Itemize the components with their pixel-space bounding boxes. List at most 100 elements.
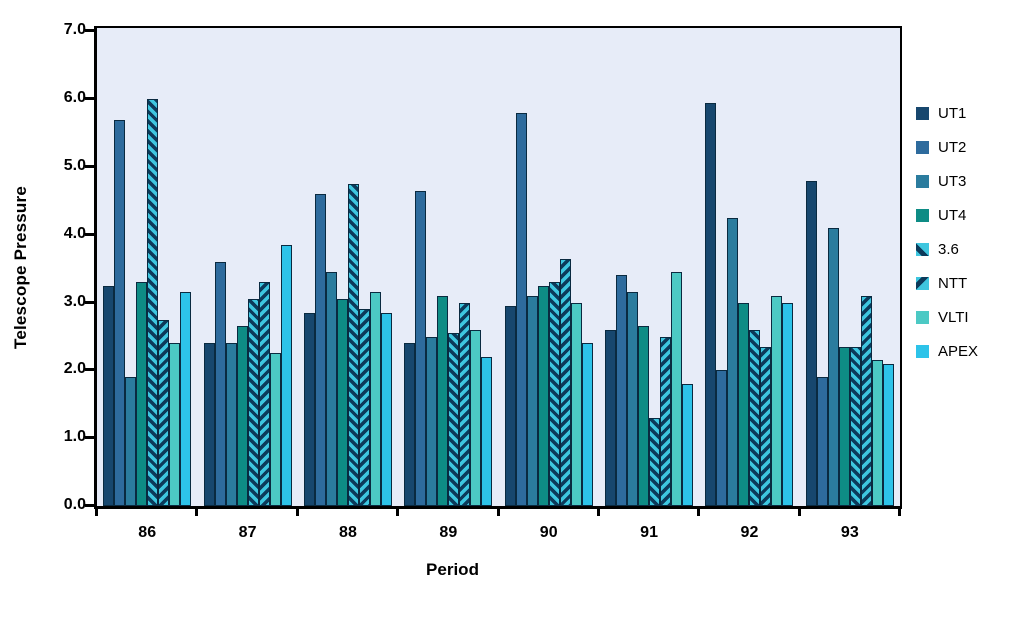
x-tick-label-90: 90	[539, 524, 558, 541]
bar-group-86	[97, 28, 197, 506]
bar-group-89	[398, 28, 498, 506]
x-tick-mark	[496, 507, 500, 516]
x-tick-mark	[195, 507, 199, 516]
bar-NTT-87	[258, 282, 270, 506]
bar-3.6-86	[147, 99, 159, 506]
legend-item-UT3: UT3	[916, 164, 978, 198]
bar-UT2-93	[816, 377, 828, 506]
bar-UT1-91	[605, 329, 617, 506]
bar-NTT-86	[158, 319, 170, 506]
plot-area	[85, 26, 902, 509]
bar-UT3-87	[225, 343, 237, 506]
x-tick-label-89: 89	[439, 524, 458, 541]
legend-label: UT2	[938, 138, 967, 156]
legend-item-UT2: UT2	[916, 130, 978, 164]
y-tick-mark	[85, 436, 94, 440]
bar-group-93	[800, 28, 900, 506]
bar-3.6-87	[247, 299, 259, 506]
bar-NTT-92	[760, 346, 772, 506]
bar-VLTI-90	[570, 302, 582, 506]
x-axis-tick-labels: 86 87 88 89 90 91 92 93	[97, 524, 900, 546]
bar-VLTI-86	[169, 343, 181, 506]
bar-VLTI-87	[269, 353, 281, 506]
bar-NTT-91	[660, 336, 672, 506]
x-axis-tick-marks	[94, 507, 902, 517]
bar-APEX-90	[581, 343, 593, 506]
bar-UT2-87	[214, 261, 226, 506]
legend-swatch-UT1	[916, 106, 929, 120]
bar-UT4-88	[336, 299, 348, 506]
bar-UT2-86	[114, 119, 126, 506]
bar-APEX-87	[280, 244, 292, 506]
y-tick-label: 5.0	[63, 157, 86, 174]
y-tick-label: 7.0	[63, 21, 86, 39]
bar-UT3-90	[526, 295, 538, 506]
legend: UT1 UT2 UT3 UT4 3.6 NTT VLTI APEX	[916, 96, 978, 368]
bar-UT3-92	[727, 217, 739, 506]
legend-item-UT1: UT1	[916, 96, 978, 130]
legend-item-UT4: UT4	[916, 198, 978, 232]
bar-UT4-87	[236, 326, 248, 506]
bar-UT3-86	[125, 377, 137, 506]
bar-UT1-88	[303, 312, 315, 506]
bar-group-87	[197, 28, 297, 506]
x-axis-title: Period	[426, 560, 479, 579]
bar-3.6-89	[448, 333, 460, 506]
x-tick-mark	[596, 507, 600, 516]
bar-NTT-88	[358, 309, 370, 506]
x-tick-mark	[898, 507, 901, 516]
bar-APEX-88	[380, 312, 392, 506]
x-tick-mark	[396, 507, 400, 516]
bar-NTT-89	[459, 302, 471, 506]
legend-label: UT1	[938, 104, 967, 122]
bar-group-88	[298, 28, 398, 506]
bar-UT4-93	[838, 346, 850, 506]
bar-group-91	[599, 28, 699, 506]
bar-UT1-92	[705, 102, 717, 506]
bar-UT1-86	[103, 285, 115, 506]
bar-UT2-90	[515, 112, 527, 506]
legend-label: UT4	[938, 206, 967, 224]
bar-UT1-93	[805, 180, 817, 506]
bar-VLTI-88	[369, 292, 381, 506]
bar-APEX-92	[782, 302, 794, 506]
x-tick-mark	[295, 507, 299, 516]
y-axis-tick-labels: 0.0 1.0 2.0 3.0 4.0 5.0 6.0 7.0	[24, 21, 86, 513]
bar-3.6-91	[649, 417, 661, 506]
plot-bars-container	[97, 28, 900, 506]
bar-UT4-89	[437, 295, 449, 506]
bar-VLTI-91	[671, 272, 683, 506]
bar-UT2-91	[616, 275, 628, 506]
bar-UT3-91	[627, 292, 639, 506]
y-tick-mark	[85, 97, 94, 101]
y-tick-label: 6.0	[63, 89, 86, 107]
bar-UT1-87	[203, 343, 215, 506]
bar-group-92	[699, 28, 799, 506]
legend-item-VLTI: VLTI	[916, 300, 978, 334]
bar-UT4-90	[537, 285, 549, 506]
legend-item-3.6: 3.6	[916, 232, 978, 266]
legend-swatch-UT2	[916, 140, 929, 154]
x-tick-label-91: 91	[640, 524, 658, 541]
bar-UT1-90	[504, 306, 516, 506]
bar-UT4-86	[136, 282, 148, 506]
y-tick-mark	[85, 29, 94, 33]
x-tick-mark	[697, 507, 701, 516]
y-tick-mark	[85, 504, 94, 507]
legend-item-APEX: APEX	[916, 334, 978, 368]
y-tick-label: 1.0	[63, 428, 86, 446]
legend-swatch-UT3	[916, 174, 929, 188]
x-tick-mark	[797, 507, 801, 516]
legend-label: 3.6	[938, 240, 959, 258]
legend-item-NTT: NTT	[916, 266, 978, 300]
bar-UT2-89	[415, 190, 427, 506]
bar-VLTI-93	[871, 360, 883, 506]
legend-label: NTT	[938, 274, 968, 292]
bar-3.6-90	[548, 282, 560, 506]
legend-swatch-VLTI	[916, 310, 929, 324]
bar-APEX-93	[882, 363, 894, 506]
bar-UT3-88	[325, 272, 337, 506]
y-tick-mark	[85, 232, 94, 236]
bar-UT3-89	[426, 336, 438, 506]
y-tick-label: 2.0	[63, 360, 86, 378]
